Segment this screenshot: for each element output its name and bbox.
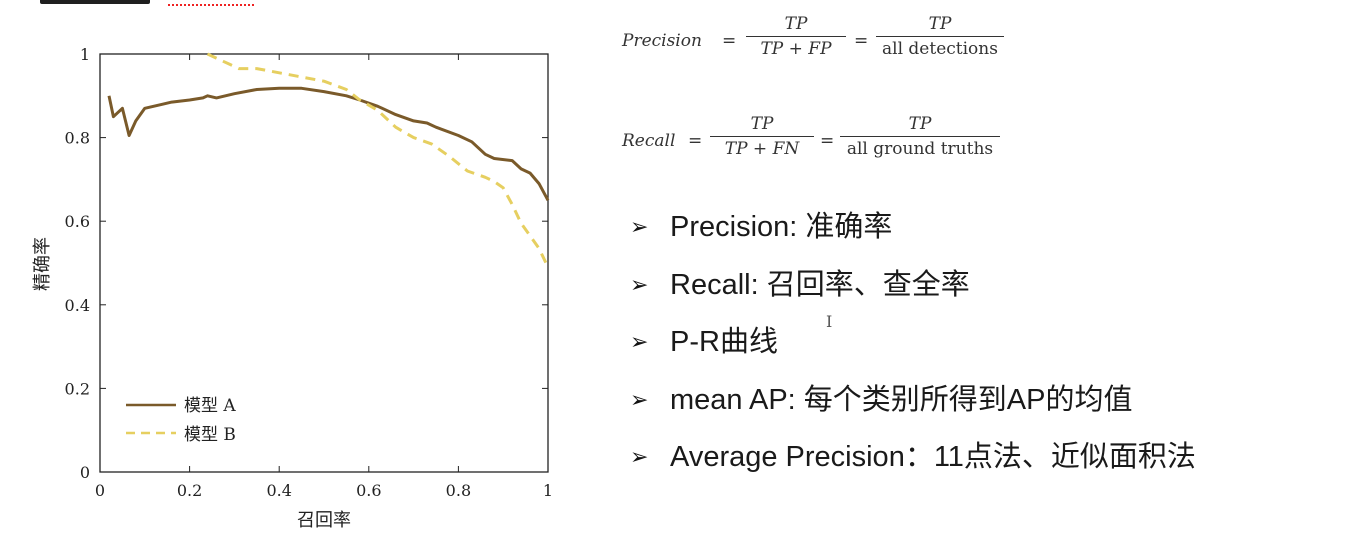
series-layer <box>107 52 550 268</box>
x-tick-label: 0.8 <box>446 481 471 500</box>
recall-lhs: Recall <box>622 131 676 151</box>
recall-fraction-1: TP TP + FN <box>710 114 814 159</box>
fraction-bar <box>840 136 1000 137</box>
pr-curve-chart: 0 0.2 0.4 0.6 0.8 1 0 0.2 0.4 0.6 0.8 1 召回率 精确率 模型 … <box>32 45 554 531</box>
precision-frac1-den: TP + FP <box>760 39 832 59</box>
arrow-bullet-icon: ➢ <box>630 329 649 354</box>
y-tick-label: 1 <box>80 45 90 64</box>
bullet-item: ➢ P-R曲线 <box>630 321 1196 379</box>
bullet-text: Average Precision：11点法、近似面积法 <box>670 441 1196 473</box>
precision-formula: Precision = TP TP + FP = TP all detectio… <box>622 14 1022 74</box>
recall-frac1-den: TP + FN <box>724 139 800 159</box>
precision-lhs: Precision <box>622 31 702 51</box>
partial-slide-title <box>0 0 260 8</box>
y-tick-label: 0.8 <box>65 129 90 148</box>
arrow-bullet-icon: ➢ <box>630 444 649 469</box>
text-cursor-icon: I <box>826 312 833 331</box>
title-fragment <box>40 0 150 4</box>
bullet-item: ➢ mean AP: 每个类别所得到AP的均值 <box>630 379 1196 437</box>
precision-frac2-den: all detections <box>882 39 998 59</box>
series-line-model-a <box>107 86 550 202</box>
plot-frame <box>99 53 549 473</box>
spellcheck-underline <box>168 0 254 6</box>
x-tick-label: 0.2 <box>177 481 202 500</box>
x-tick-label: 0 <box>95 481 105 500</box>
y-axis-label: 精确率 <box>32 237 53 291</box>
x-tick-label: 0.6 <box>356 481 381 500</box>
legend: 模型 A 模型 B <box>126 396 236 445</box>
recall-frac2-den: all ground truths <box>846 139 994 159</box>
bullet-text: Recall: 召回率、查全率 <box>670 268 970 301</box>
recall-frac1-num: TP <box>750 114 774 134</box>
x-axis-label: 召回率 <box>297 510 351 531</box>
bullet-text: mean AP: 每个类别所得到AP的均值 <box>670 383 1133 416</box>
legend-label-b: 模型 B <box>184 425 236 445</box>
recall-frac2-num: TP <box>908 114 932 134</box>
equals-sign: = <box>820 131 835 151</box>
bullet-list: ➢ Precision: 准确率 ➢ Recall: 召回率、查全率 ➢ P-R曲线 … <box>630 206 1196 494</box>
bullet-text: P-R曲线 <box>670 326 778 358</box>
bullet-text: Precision: 准确率 <box>670 211 893 243</box>
precision-fraction-2: TP all detections <box>876 14 1004 59</box>
recall-formula: Recall = TP TP + FN = TP all ground trut… <box>622 114 1022 174</box>
y-tick-label: 0 <box>80 463 90 482</box>
arrow-bullet-icon: ➢ <box>630 271 649 297</box>
bullet-item: ➢ Average Precision：11点法、近似面积法 <box>630 436 1196 494</box>
x-tick-label: 0.4 <box>266 481 291 500</box>
equals-sign: = <box>688 131 703 151</box>
arrow-bullet-icon: ➢ <box>630 214 649 239</box>
equals-sign: = <box>854 31 869 51</box>
y-tick-label: 0.6 <box>65 212 90 231</box>
x-tick-label: 1 <box>543 481 553 500</box>
fraction-bar <box>876 36 1004 37</box>
recall-fraction-2: TP all ground truths <box>840 114 1000 159</box>
series-line-model-b <box>206 52 550 268</box>
precision-frac1-num: TP <box>784 14 808 34</box>
y-tick-label: 0.4 <box>65 296 90 315</box>
arrow-bullet-icon: ➢ <box>630 386 649 412</box>
equals-sign: = <box>722 31 737 51</box>
fraction-bar <box>710 136 814 137</box>
axis-ticks: 0 0.2 0.4 0.6 0.8 1 0 0.2 0.4 0.6 0.8 1 <box>65 45 554 500</box>
bullet-item: ➢ Precision: 准确率 <box>630 206 1196 264</box>
precision-frac2-num: TP <box>928 14 952 34</box>
precision-fraction-1: TP TP + FP <box>746 14 846 59</box>
bullet-item: ➢ Recall: 召回率、查全率 <box>630 264 1196 322</box>
y-tick-label: 0.2 <box>65 379 90 398</box>
legend-label-a: 模型 A <box>184 396 236 416</box>
fraction-bar <box>746 36 846 37</box>
